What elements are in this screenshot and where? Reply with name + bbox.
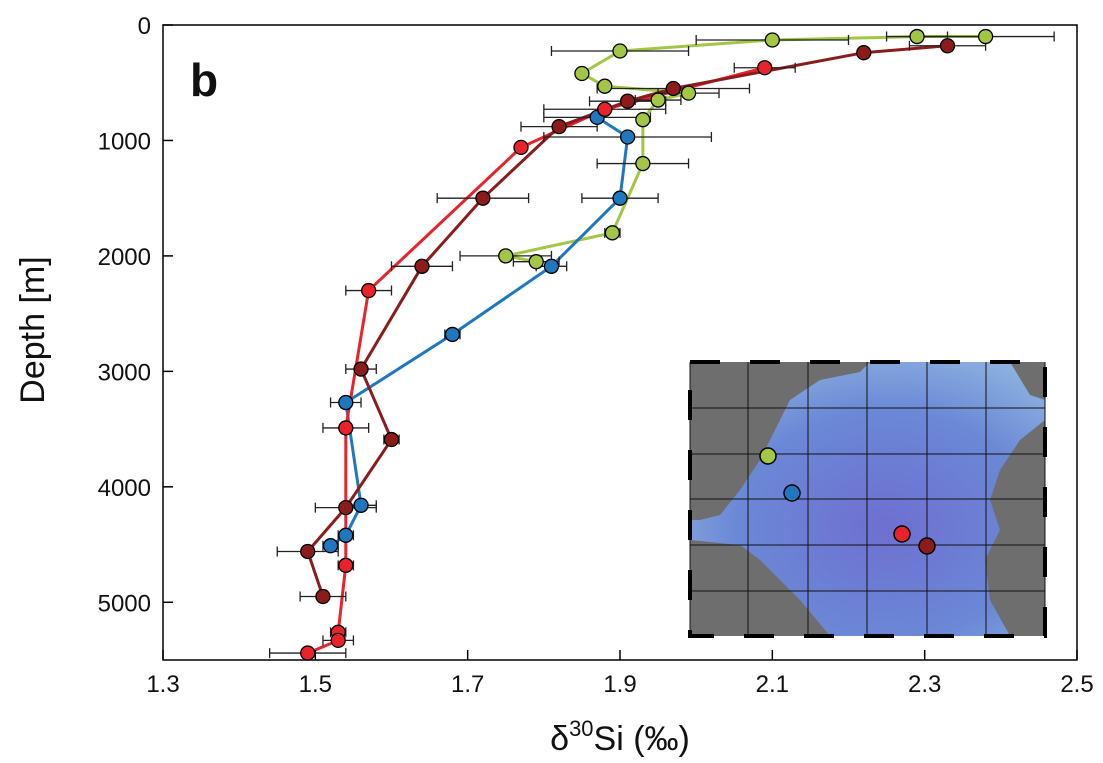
data-point	[301, 646, 315, 660]
data-point	[354, 498, 368, 512]
data-point	[331, 633, 345, 647]
data-point	[613, 191, 627, 205]
data-point	[301, 544, 315, 558]
data-point	[499, 249, 513, 263]
chart: b Depth [m] δ30Si (‰) 1.3 1.5 1.7 1.9 2.1 2.3…	[0, 0, 1103, 763]
data-point	[621, 130, 635, 144]
y-tick-label: 5000	[98, 590, 151, 617]
data-point	[316, 590, 330, 604]
data-point	[324, 539, 338, 553]
x-label-part: δ	[550, 720, 569, 758]
x-tick-label: 2.5	[1060, 671, 1093, 698]
data-point	[636, 157, 650, 171]
data-point	[979, 30, 993, 44]
x-label-part: Si (‰)	[594, 720, 690, 758]
data-point	[339, 501, 353, 515]
map-station	[784, 485, 800, 501]
data-point	[598, 79, 612, 93]
data-point	[339, 528, 353, 542]
data-point	[339, 421, 353, 435]
data-point	[605, 226, 619, 240]
x-tick-label: 1.3	[146, 671, 179, 698]
y-tick-label: 1000	[98, 128, 151, 155]
map-station	[760, 448, 776, 464]
data-point	[544, 259, 558, 273]
data-point	[575, 66, 589, 80]
x-tick-label: 2.1	[756, 671, 789, 698]
data-point	[621, 94, 635, 108]
x-axis-label: δ30Si (‰)	[550, 716, 690, 758]
x-label-superscript: 30	[569, 716, 593, 741]
data-point	[339, 558, 353, 572]
data-point	[339, 396, 353, 410]
data-point	[765, 33, 779, 47]
data-point	[682, 86, 696, 100]
data-point	[514, 140, 528, 154]
data-point	[385, 432, 399, 446]
data-point	[445, 327, 459, 341]
map-station	[894, 526, 910, 542]
data-point	[552, 120, 566, 134]
data-point	[362, 284, 376, 298]
data-point	[598, 102, 612, 116]
x-tick-label: 1.5	[299, 671, 332, 698]
data-point	[651, 93, 665, 107]
y-tick-label: 4000	[98, 475, 151, 502]
data-point	[415, 259, 429, 273]
y-tick-label: 0	[138, 13, 151, 40]
data-point	[636, 113, 650, 127]
data-point	[613, 44, 627, 58]
data-point	[529, 255, 543, 269]
series-line	[331, 117, 628, 545]
data-point	[910, 30, 924, 44]
x-tick-label: 1.7	[451, 671, 484, 698]
x-tick-label: 1.9	[603, 671, 636, 698]
data-point	[476, 191, 490, 205]
inset-map	[690, 362, 1045, 636]
data-point	[354, 362, 368, 376]
x-tick-label: 2.3	[908, 671, 941, 698]
data-point	[666, 82, 680, 96]
map-station	[919, 538, 935, 554]
data-point	[941, 39, 955, 53]
data-point	[758, 61, 772, 75]
data-point	[857, 46, 871, 60]
y-tick-label: 2000	[98, 244, 151, 271]
panel-label: b	[190, 54, 218, 106]
y-axis-label: Depth [m]	[14, 256, 52, 403]
y-tick-label: 3000	[98, 359, 151, 386]
